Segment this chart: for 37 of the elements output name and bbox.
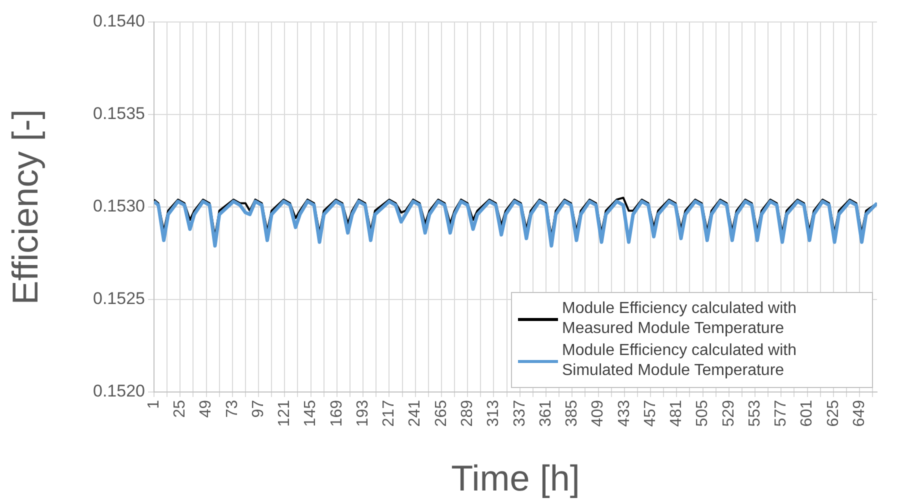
x-tick-label: 97	[250, 400, 267, 418]
legend-label: Module Efficiency calculated with Simulated Module Temperature	[562, 341, 798, 381]
x-tick-label: 25	[172, 400, 189, 418]
x-tick-label: 241	[406, 400, 424, 427]
x-tick-label: 481	[668, 400, 686, 427]
y-axis-title: Efficiency [-]	[4, 109, 46, 305]
y-tick-label: 0.1540	[93, 12, 145, 31]
x-tick-label: 409	[590, 400, 607, 427]
x-tick-label: 553	[746, 400, 764, 427]
x-tick-label: 361	[537, 400, 554, 427]
x-tick-label: 217	[380, 400, 398, 427]
y-tick-label: 0.1520	[93, 382, 145, 401]
x-tick-label: 505	[694, 400, 712, 427]
x-tick-label: 73	[224, 400, 241, 418]
x-tick-label: 313	[485, 400, 502, 427]
x-tick-label: 265	[432, 400, 450, 427]
x-tick-label: 649	[850, 400, 868, 427]
y-tick-label: 0.1535	[93, 104, 145, 124]
x-tick-label: 601	[798, 400, 816, 427]
y-tick-label: 0.1525	[93, 289, 145, 308]
x-tick-label: 529	[720, 400, 738, 427]
x-tick-label: 385	[564, 400, 581, 427]
x-tick-label: 193	[354, 400, 372, 427]
x-tick-label: 457	[642, 400, 659, 427]
x-tick-label: 49	[198, 400, 215, 418]
x-tick-label: 625	[824, 400, 842, 427]
x-tick-label: 577	[772, 400, 790, 427]
x-tick-label: 337	[511, 400, 528, 427]
x-tick-label: 145	[302, 400, 320, 427]
x-tick-label: 289	[458, 400, 476, 427]
x-tick-label: 433	[616, 400, 633, 427]
x-tick-label: 1	[145, 400, 162, 409]
y-tick-label: 0.1530	[93, 196, 145, 216]
x-tick-label: 169	[328, 400, 346, 427]
x-axis-title: Time [h]	[451, 457, 580, 498]
x-tick-label: 121	[276, 400, 294, 427]
legend-label: Module Efficiency calculated with Measured Module Temperature	[562, 299, 798, 339]
